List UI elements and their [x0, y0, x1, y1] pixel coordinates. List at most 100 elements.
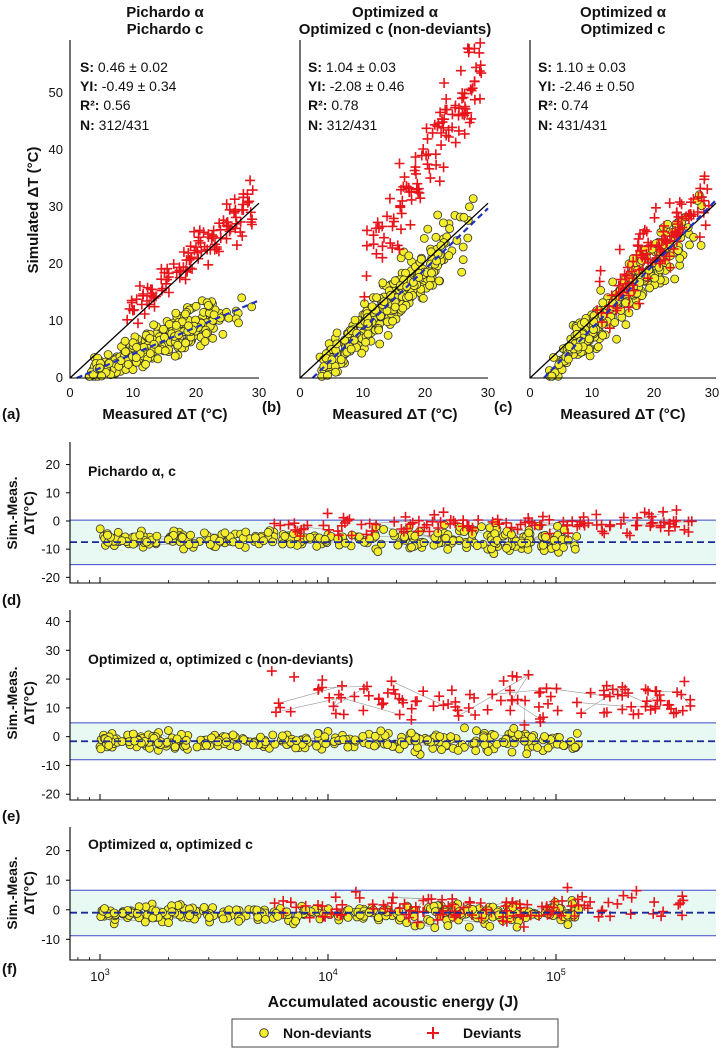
ytick-label: 30 — [46, 643, 60, 658]
residual-point-deviant — [437, 894, 448, 905]
residual-point-nondeviant — [263, 528, 273, 537]
scatter-point-deviant — [641, 248, 652, 259]
scatter-point-deviant — [475, 60, 486, 71]
link-line — [392, 897, 429, 900]
residual-point-nondeviant — [291, 743, 301, 753]
residual-point-deviant — [644, 508, 654, 519]
panel-c-label: (c) — [494, 399, 512, 416]
panel-b: S: 1.04 ± 0.03 YI: -2.08 ± 0.46 R²: 0.78… — [262, 37, 495, 423]
scatter-point-nondeviant — [388, 316, 398, 326]
title-b-line2: Optimized c (non-deviants) — [299, 21, 492, 38]
residual-point-nondeviant — [273, 912, 283, 921]
panel-a-identity-line — [69, 202, 260, 379]
residual-point-deviant — [617, 681, 628, 692]
scatter-point-nondeviant — [208, 333, 218, 343]
residual-point-deviant — [337, 899, 348, 910]
scatter-point-nondeviant — [372, 293, 382, 303]
residual-point-nondeviant — [278, 539, 288, 549]
residual-point-nondeviant — [549, 535, 559, 545]
scatter-point-nondeviant — [120, 336, 130, 346]
scatter-point-nondeviant — [123, 359, 133, 369]
stat-c-n: N: 431/431 — [538, 117, 607, 133]
residual-point-deviant — [304, 912, 315, 923]
panel-f-axes — [69, 827, 716, 961]
residual-point-deviant — [537, 511, 548, 522]
panel-d-ylabel-1: Sim.-Meas. — [4, 476, 20, 549]
scatter-point-nondeviant — [610, 318, 620, 327]
scatter-point-deviant — [670, 226, 681, 237]
ytick-label: -10 — [41, 542, 60, 557]
scatter-point-deviant — [171, 267, 182, 278]
residual-point-deviant — [650, 686, 661, 697]
scatter-point-deviant — [424, 163, 435, 174]
panel-a-ytick-5: 50 — [49, 85, 63, 100]
residual-point-nondeviant — [533, 743, 542, 752]
scatter-point-nondeviant — [383, 330, 393, 340]
scatter-point-nondeviant — [554, 360, 564, 370]
stat-b-yi: YI: -2.08 ± 0.46 — [308, 78, 405, 94]
residual-point-nondeviant — [472, 726, 481, 736]
residual-point-deviant — [585, 687, 596, 698]
scatter-point-deviant — [465, 84, 476, 95]
residual-point-nondeviant — [477, 522, 486, 532]
residual-point-deviant — [424, 526, 435, 537]
scatter-point-deviant — [162, 263, 173, 274]
scatter-point-deviant — [474, 47, 485, 58]
scatter-point-deviant — [475, 37, 486, 48]
scatter-point-deviant — [362, 225, 372, 236]
scatter-point-nondeviant — [332, 328, 342, 338]
panel-c-xtick-2: 20 — [647, 385, 661, 400]
scatter-point-deviant — [596, 307, 607, 318]
panel-b-xtick-3: 30 — [481, 385, 495, 400]
scatter-point-deviant — [148, 291, 159, 302]
ytick-label: 10 — [46, 700, 60, 715]
residual-point-deviant — [541, 902, 552, 913]
residual-point-deviant — [507, 897, 518, 907]
residual-point-nondeviant — [471, 746, 481, 756]
scatter-point-deviant — [396, 208, 407, 219]
scatter-point-deviant — [214, 218, 225, 229]
scatter-point-deviant — [688, 194, 699, 204]
scatter-point-nondeviant — [438, 218, 448, 228]
scatter-point-deviant — [699, 174, 710, 185]
residual-point-nondeviant — [570, 544, 580, 554]
residual-point-deviant — [465, 897, 475, 908]
panel-d-title: Pichardo α, c — [88, 463, 176, 479]
residual-point-deviant — [596, 906, 607, 917]
scatter-point-deviant — [618, 283, 629, 294]
scatter-point-nondeviant — [596, 285, 606, 295]
residual-point-nondeviant — [152, 531, 162, 541]
residual-point-deviant — [520, 695, 531, 706]
residual-point-deviant — [569, 911, 580, 921]
residual-point-deviant — [487, 516, 498, 527]
scatter-point-deviant — [464, 44, 475, 54]
residual-point-deviant — [452, 705, 463, 716]
scatter-point-nondeviant — [200, 337, 210, 346]
scatter-point-deviant — [392, 240, 403, 251]
link-line — [278, 685, 343, 704]
residual-point-deviant — [434, 691, 445, 702]
residual-point-deviant — [482, 704, 493, 715]
panel-b-xlabel: Measured ΔT (°C) — [332, 406, 457, 423]
residual-point-deviant — [523, 669, 534, 680]
residual-point-nondeviant — [343, 742, 353, 752]
panel-c-xlabel: Measured ΔT (°C) — [560, 406, 685, 423]
residual-point-nondeviant — [181, 735, 191, 745]
panel-a-stats: S: 0.46 ± 0.02 YI: -0.49 ± 0.34 R²: 0.56… — [80, 59, 177, 133]
panel-c-identity-line — [529, 202, 717, 379]
residual-point-deviant — [685, 694, 696, 705]
scatter-point-nondeviant — [367, 302, 377, 312]
scatter-point-nondeviant — [203, 301, 213, 310]
residual-point-deviant — [406, 703, 417, 714]
residual-point-nondeviant — [499, 738, 509, 748]
residual-point-deviant — [495, 695, 506, 706]
ytick-label: 40 — [46, 614, 60, 629]
scatter-point-deviant — [668, 243, 679, 254]
residual-point-deviant — [275, 520, 286, 531]
residual-point-nondeviant — [527, 733, 537, 742]
scatter-point-deviant — [434, 176, 445, 187]
residual-point-nondeviant — [162, 737, 172, 747]
scatter-point-nondeviant — [547, 371, 557, 381]
scatter-point-deviant — [632, 240, 643, 251]
